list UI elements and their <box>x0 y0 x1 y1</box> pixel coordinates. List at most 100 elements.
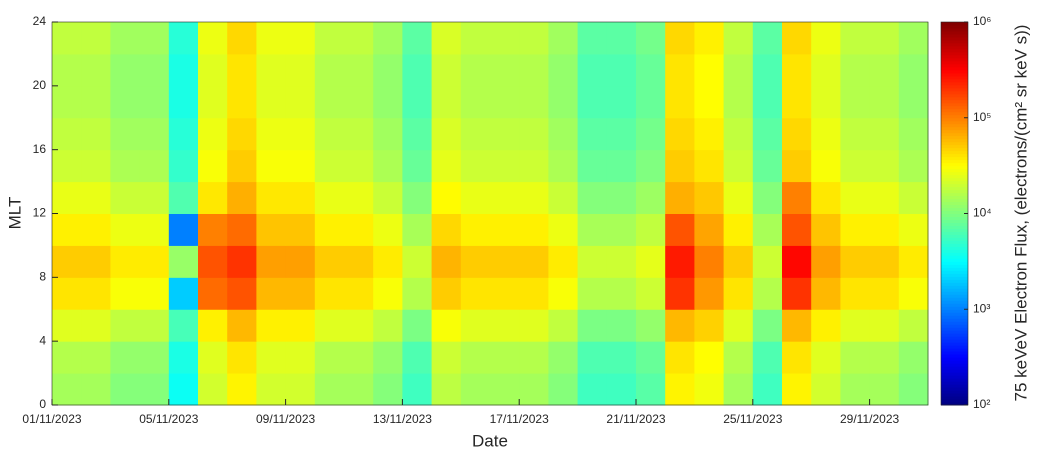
colorbar-swatch <box>941 75 968 80</box>
heatmap-cell <box>168 53 199 87</box>
colorbar-swatch <box>941 312 968 316</box>
colorbar-swatch <box>941 69 968 74</box>
colorbar-tick-label: 10⁶ <box>973 14 991 28</box>
colorbar-swatch <box>941 144 968 149</box>
heatmap-cell <box>314 213 345 246</box>
heatmap-cell <box>460 245 491 278</box>
colorbar-swatch <box>941 216 968 220</box>
heatmap-cell <box>490 85 520 119</box>
heatmap-cell <box>636 22 666 55</box>
heatmap-cell <box>811 85 841 119</box>
colorbar-swatch <box>941 135 968 140</box>
heatmap-cell <box>665 181 695 214</box>
colorbar-tick-label: 10⁴ <box>973 206 992 220</box>
heatmap-cell <box>81 53 111 87</box>
heatmap-cell <box>840 22 871 55</box>
heatmap-cell <box>139 117 170 151</box>
colorbar-swatch <box>941 294 968 298</box>
heatmap-cell <box>898 309 929 342</box>
colorbar-swatch <box>941 177 968 182</box>
heatmap-cell <box>869 341 900 374</box>
heatmap-cell <box>548 341 579 374</box>
heatmap-cell <box>490 245 520 278</box>
colorbar-swatch <box>941 324 968 328</box>
colorbar-tick-label: 10³ <box>973 301 990 315</box>
heatmap-cell <box>285 22 316 55</box>
heatmap-cell <box>402 277 433 310</box>
y-tick-label: 4 <box>39 333 46 347</box>
heatmap-cell <box>110 277 141 310</box>
colorbar-swatch <box>941 114 968 119</box>
colorbar-swatch <box>941 381 968 385</box>
heatmap-cell <box>665 22 695 55</box>
heatmap-cell <box>52 341 82 374</box>
heatmap-cell <box>285 309 316 342</box>
heatmap-cell <box>519 181 549 214</box>
colorbar-swatch <box>941 45 968 50</box>
heatmap-cell <box>285 277 316 310</box>
colorbar-swatch <box>941 249 968 253</box>
colorbar-swatch <box>941 159 968 164</box>
heatmap-cell <box>665 117 695 151</box>
heatmap-cell <box>577 309 608 342</box>
colorbar-swatch <box>941 279 968 283</box>
heatmap-cell <box>606 22 637 55</box>
heatmap-cell <box>840 373 871 406</box>
colorbar-swatch <box>941 105 968 110</box>
heatmap-cell <box>314 85 345 119</box>
heatmap-cell <box>694 373 725 406</box>
heatmap-cell <box>606 277 637 310</box>
heatmap-cell <box>665 277 695 310</box>
heatmap-cell <box>227 277 257 310</box>
colorbar-swatch <box>941 192 968 197</box>
x-tick-label: 05/11/2023 <box>139 412 198 426</box>
x-tick-label: 13/11/2023 <box>373 412 432 426</box>
colorbar-swatch <box>941 60 968 65</box>
colorbar-swatch <box>941 156 968 161</box>
heatmap-cell <box>256 181 287 214</box>
colorbar-swatch <box>941 207 968 212</box>
heatmap-cell <box>519 85 549 119</box>
heatmap-cell <box>723 22 754 55</box>
heatmap-cell <box>782 245 812 278</box>
colorbar-swatch <box>941 393 968 397</box>
heatmap-cell <box>694 341 725 374</box>
colorbar-swatch <box>941 300 968 304</box>
heatmap-cell <box>665 53 695 87</box>
heatmap-cell <box>52 181 82 214</box>
colorbar-swatch <box>941 258 968 262</box>
x-tick-label: 01/11/2023 <box>22 412 81 426</box>
colorbar-swatch <box>941 273 968 277</box>
colorbar-swatch <box>941 246 968 250</box>
heatmap-cell <box>869 245 900 278</box>
heatmap-cell <box>723 181 754 214</box>
heatmap-cell <box>665 245 695 278</box>
heatmap-cell <box>373 245 403 278</box>
heatmap-cell <box>840 341 871 374</box>
heatmap-cell <box>782 341 812 374</box>
heatmap-cell <box>782 117 812 151</box>
colorbar-swatch <box>941 303 968 307</box>
colorbar-swatch <box>941 282 968 286</box>
heatmap-cell <box>285 341 316 374</box>
heatmap-cell <box>139 181 170 214</box>
heatmap-cell <box>811 53 841 87</box>
heatmap-cell <box>636 181 666 214</box>
heatmap-cell <box>373 85 403 119</box>
heatmap-cell <box>139 245 170 278</box>
heatmap-cell <box>81 117 111 151</box>
colorbar-swatch <box>941 24 968 29</box>
y-tick-label: 16 <box>33 142 47 156</box>
colorbar-swatch <box>941 87 968 92</box>
heatmap-cell <box>840 149 871 183</box>
heatmap-cell <box>665 373 695 406</box>
colorbar-swatch <box>941 309 968 313</box>
x-tick-label: 21/11/2023 <box>606 412 665 426</box>
colorbar-swatch <box>941 171 968 176</box>
heatmap-cell <box>548 309 579 342</box>
colorbar-swatch <box>941 360 968 364</box>
colorbar-swatch <box>941 111 968 116</box>
heatmap-cell <box>198 149 228 183</box>
heatmap-cell <box>752 117 783 151</box>
heatmap-cell <box>723 277 754 310</box>
